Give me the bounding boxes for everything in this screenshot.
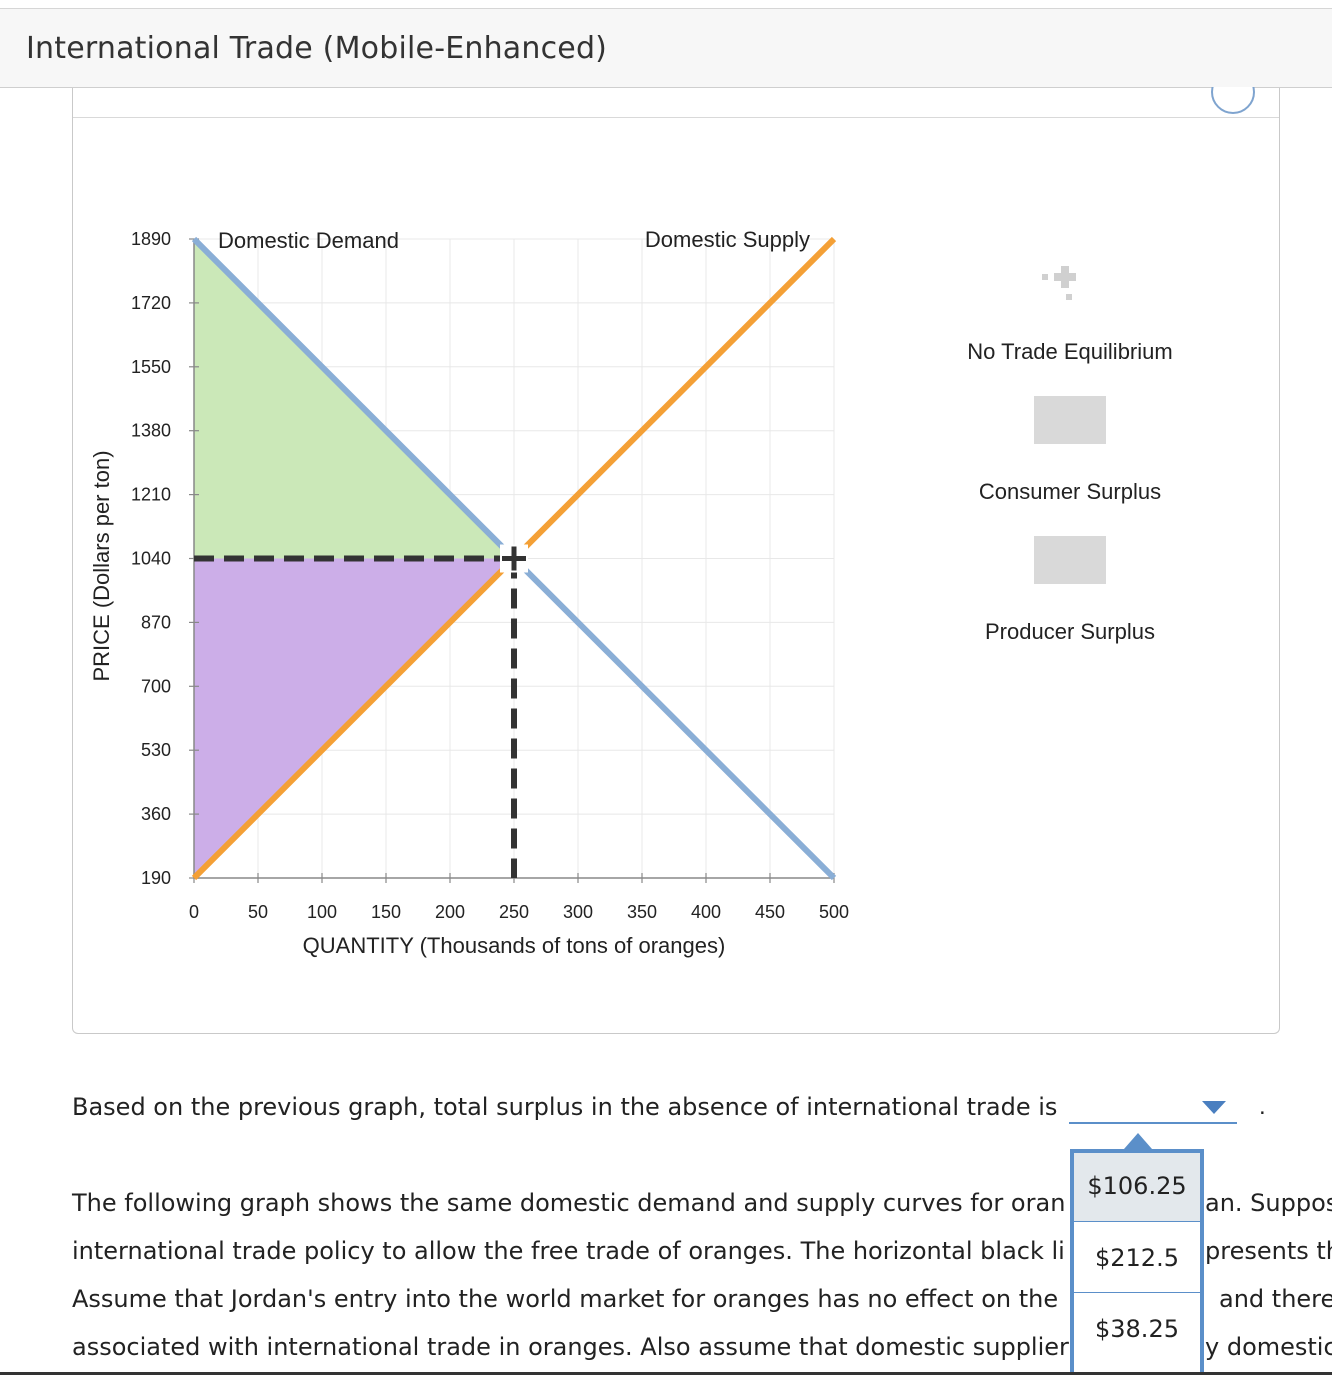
x-tick-label: 0 xyxy=(189,902,199,922)
y-axis-label: PRICE (Dollars per ton) xyxy=(89,450,114,681)
equilibrium-marker xyxy=(194,544,528,878)
paragraph-fragment-3: and there xyxy=(1219,1285,1332,1313)
y-tick-label: 360 xyxy=(141,804,171,824)
legend-label-no-trade: No Trade Equilibrium xyxy=(967,339,1173,364)
legend-label-producer-surplus: Producer Surplus xyxy=(985,619,1155,644)
x-tick-label: 150 xyxy=(371,902,401,922)
consumer-surplus-tool[interactable] xyxy=(1034,396,1106,444)
paragraph-line-3: Assume that Jordan's entry into the worl… xyxy=(72,1285,1059,1313)
x-tick-label: 500 xyxy=(819,902,849,922)
supply-label: Domestic Supply xyxy=(645,227,810,252)
y-tick-label: 1550 xyxy=(131,357,171,377)
y-tick-label: 1720 xyxy=(131,293,171,313)
page-title: International Trade (Mobile-Enhanced) xyxy=(26,31,608,66)
help-mask xyxy=(1200,58,1270,87)
answer-select[interactable] xyxy=(1069,1122,1237,1124)
y-tick-label: 1890 xyxy=(131,229,171,249)
demand-label: Domestic Demand xyxy=(218,228,399,253)
y-tick-label: 700 xyxy=(141,676,171,696)
paragraph-fragment-2: presents th xyxy=(1205,1237,1332,1265)
dropdown-option[interactable]: $38.25 xyxy=(1095,1315,1179,1343)
plus-icon xyxy=(1054,273,1076,281)
x-axis-label: QUANTITY (Thousands of tons of oranges) xyxy=(303,933,726,958)
plus-icon xyxy=(1042,274,1048,280)
x-tick-label: 200 xyxy=(435,902,465,922)
header: International Trade (Mobile-Enhanced) xyxy=(0,9,1332,88)
x-tick-label: 250 xyxy=(499,902,529,922)
chevron-down-icon[interactable] xyxy=(1202,1101,1226,1114)
x-tick-label: 400 xyxy=(691,902,721,922)
bottom-divider xyxy=(0,1372,1332,1375)
top-border xyxy=(0,8,1332,9)
dropdown-option[interactable]: $106.25 xyxy=(1074,1153,1200,1222)
y-tick-label: 1380 xyxy=(131,421,171,441)
y-tick-label: 1210 xyxy=(131,485,171,505)
paragraph-line-2: international trade policy to allow the … xyxy=(72,1237,1065,1265)
chart-labels: 0 50 100 150 200 250 300 350 400 450 500 190 360 530 7… xyxy=(89,227,849,958)
y-tick-label: 870 xyxy=(141,612,171,632)
x-tick-label: 300 xyxy=(563,902,593,922)
x-tick-label: 450 xyxy=(755,902,785,922)
paragraph-fragment-1: an. Suppos xyxy=(1205,1189,1332,1217)
y-tick-label: 190 xyxy=(141,868,171,888)
panel-divider xyxy=(73,117,1279,118)
x-tick-label: 50 xyxy=(248,902,268,922)
paragraph-fragment-4: y domestic xyxy=(1205,1333,1332,1361)
answer-dropdown[interactable]: $106.25 $212.5 $38.25 xyxy=(1070,1149,1204,1375)
x-tick-label: 100 xyxy=(307,902,337,922)
plus-icon xyxy=(1066,294,1072,300)
paragraph-line-4: associated with international trade in o… xyxy=(72,1333,1069,1361)
dropdown-caret-icon xyxy=(1124,1133,1152,1149)
question-period: . xyxy=(1259,1093,1266,1120)
legend-label-consumer-surplus: Consumer Surplus xyxy=(978,479,1162,504)
paragraph-line-1: The following graph shows the same domes… xyxy=(72,1189,1066,1217)
dropdown-option[interactable]: $212.5 xyxy=(1074,1222,1200,1293)
producer-surplus-tool[interactable] xyxy=(1034,536,1106,584)
y-tick-label: 1040 xyxy=(131,549,171,569)
x-tick-label: 350 xyxy=(627,902,657,922)
y-tick-label: 530 xyxy=(141,740,171,760)
question-text: Based on the previous graph, total surpl… xyxy=(72,1093,1058,1121)
